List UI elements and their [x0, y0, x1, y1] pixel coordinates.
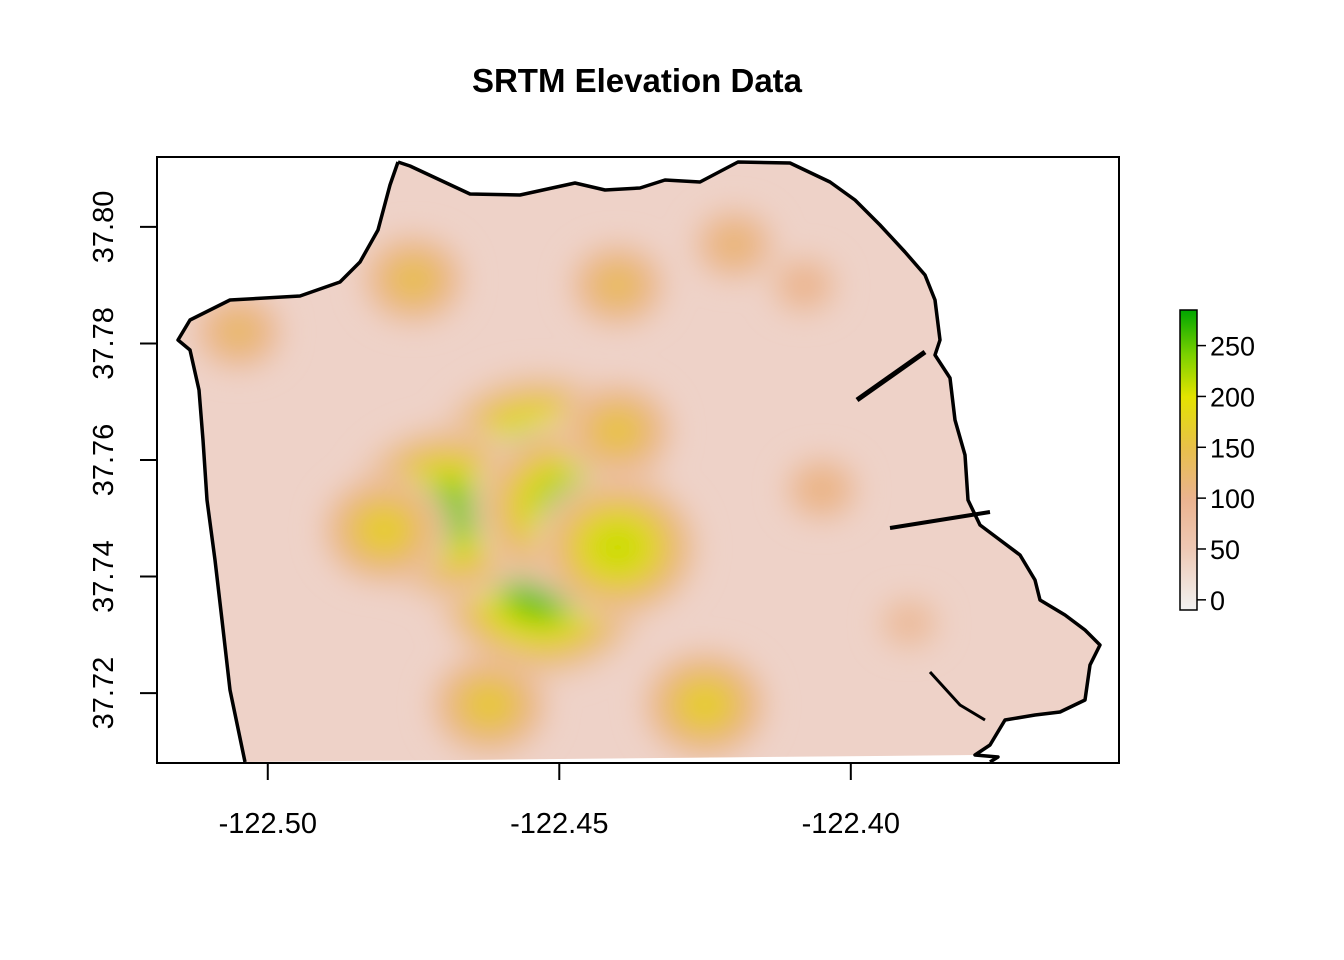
legend-tick-label: 250: [1210, 332, 1255, 362]
elevation-contour: [470, 688, 509, 722]
elevation-contour: [601, 271, 634, 299]
y-tick-label: 37.78: [88, 307, 120, 380]
elevation-contour: [363, 512, 405, 548]
legend-tick-label: 100: [1210, 484, 1255, 514]
legend-tick-label: 0: [1210, 586, 1225, 616]
coastline-outline: [176, 160, 1102, 764]
legend-colorbar: [1179, 309, 1198, 611]
elevation-contour: [599, 415, 636, 447]
legend-tick-label: 50: [1210, 535, 1240, 565]
legend-ticks: 0 50 100 150 200 250: [1197, 332, 1255, 616]
elevation-contour: [224, 319, 254, 345]
x-tick-label: -122.40: [802, 808, 900, 840]
elevation-contour: [684, 686, 726, 723]
elevation-contour: [793, 275, 816, 295]
y-tick-label: 37.76: [88, 424, 120, 497]
y-tick-label: 37.72: [88, 657, 120, 730]
elevation-contour: [809, 478, 834, 500]
elevation-contour: [899, 614, 920, 632]
y-tick-label: 37.80: [88, 191, 120, 264]
plot-title: SRTM Elevation Data: [472, 62, 803, 99]
x-tick-label: -122.45: [510, 808, 608, 840]
elevation-contour: [396, 264, 431, 295]
raster-hills: [192, 207, 941, 761]
elevation-raster: [178, 162, 1100, 762]
legend-tick-label: 200: [1210, 382, 1255, 412]
y-axis: 37.72 37.74 37.76 37.78 37.80: [88, 191, 157, 730]
y-tick-label: 37.74: [88, 540, 120, 613]
elevation-contour: [591, 524, 644, 571]
legend-tick-label: 150: [1210, 433, 1255, 463]
x-axis: -122.50 -122.45 -122.40: [219, 763, 900, 840]
elevation-contour: [720, 232, 748, 257]
elevation-legend: 0 50 100 150 200 250: [1179, 309, 1255, 616]
x-tick-label: -122.50: [219, 808, 317, 840]
